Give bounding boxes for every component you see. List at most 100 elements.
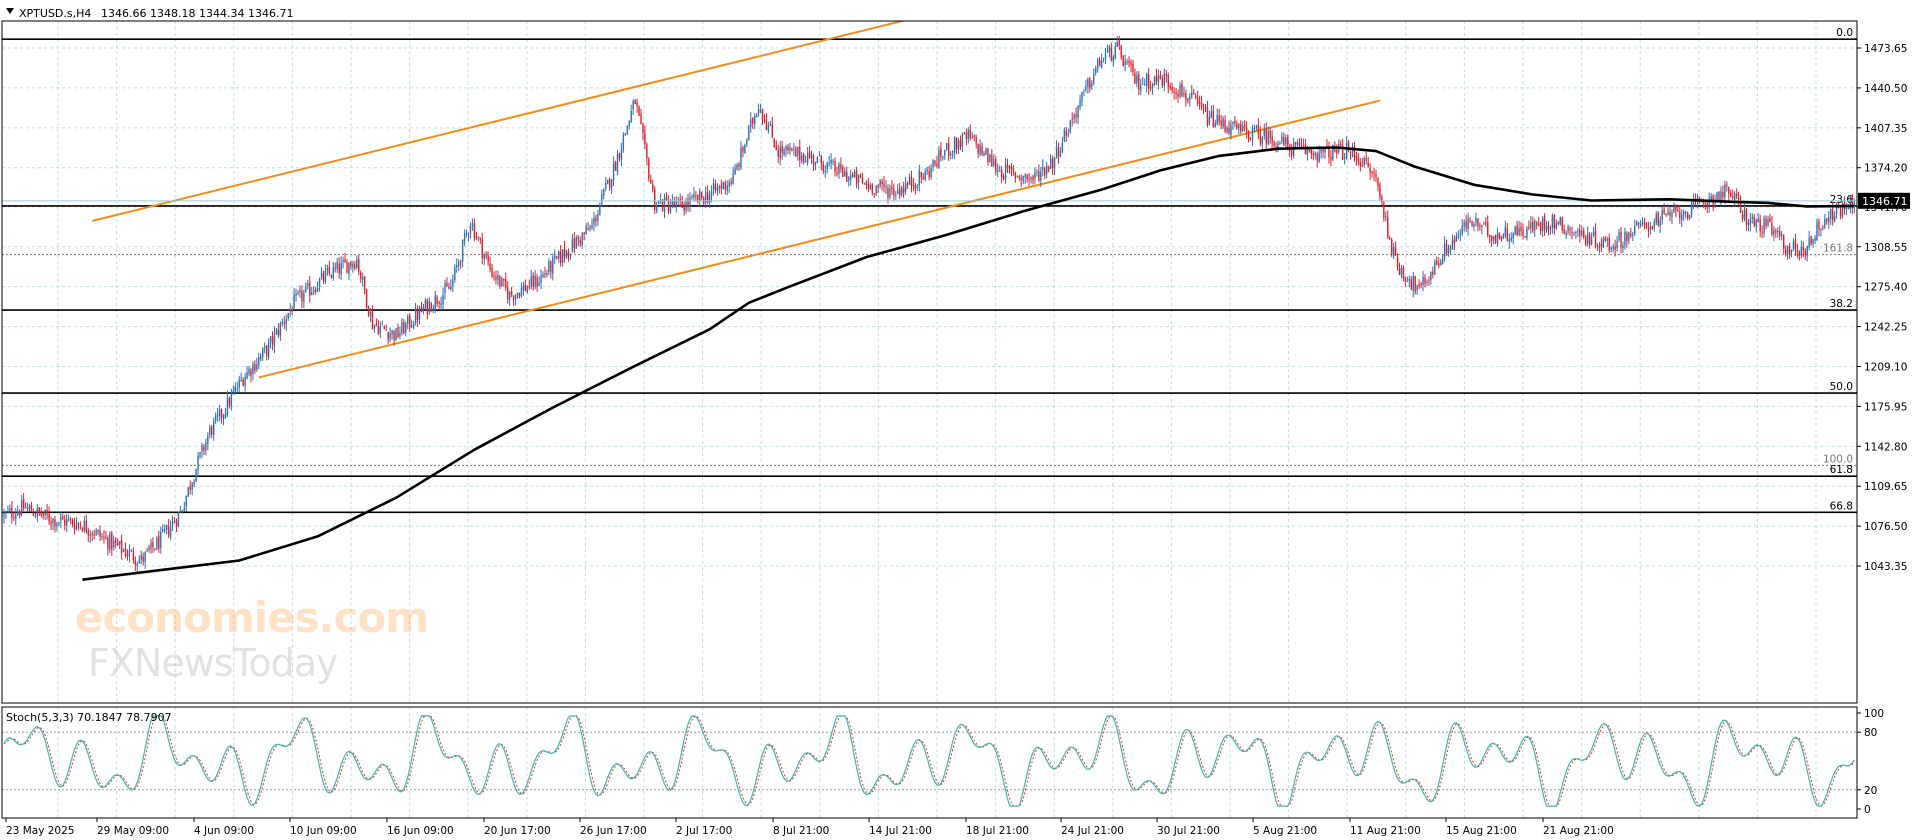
candle-body: [991, 155, 993, 167]
candle-body: [1279, 142, 1281, 144]
candle-body: [1418, 283, 1420, 286]
candle-body: [234, 386, 236, 393]
candle-body: [1196, 97, 1199, 104]
candle-body: [42, 513, 44, 516]
candle-body: [1144, 84, 1146, 86]
candle-body: [1594, 230, 1597, 248]
candle-body: [426, 299, 429, 314]
candle-body: [1059, 151, 1062, 156]
candle-body: [904, 183, 907, 192]
candle-body: [1220, 120, 1222, 126]
price-axis[interactable]: 1473.651440.501407.351374.201341.701308.…: [1857, 43, 1907, 573]
candle-body: [1138, 74, 1140, 90]
candle-body: [691, 196, 693, 199]
candle-body: [140, 555, 142, 560]
candle-body: [1028, 178, 1030, 180]
channel-upper-line[interactable]: [91, 16, 921, 222]
candle-body: [1394, 247, 1397, 256]
candle-body: [263, 346, 266, 348]
x-tick-label: 2 Jul 17:00: [676, 825, 732, 837]
candle-body: [1102, 58, 1105, 60]
candle-body: [673, 202, 676, 206]
candle-body: [265, 345, 268, 356]
candle-body: [232, 390, 235, 393]
candle-body: [158, 536, 160, 549]
candle-body: [91, 533, 93, 535]
candle-body: [1630, 233, 1632, 237]
candle-body: [1100, 60, 1103, 68]
stoch-tick-label: 80: [1864, 727, 1877, 739]
candle-body: [279, 323, 282, 337]
current-price-label: 1346.71: [1858, 192, 1910, 209]
candle-body: [324, 271, 327, 283]
candle-body: [193, 481, 195, 485]
candle-body: [708, 195, 711, 204]
candle-body: [1240, 123, 1242, 132]
x-tick-label: 8 Jul 21:00: [773, 825, 829, 837]
candle-body: [1635, 222, 1638, 226]
candle-body: [1310, 149, 1313, 154]
candle-body: [1841, 203, 1844, 217]
candle-body: [1628, 232, 1630, 241]
channel-lower-line[interactable]: [258, 99, 1381, 379]
candle-body: [877, 186, 879, 188]
candle-body: [556, 256, 558, 258]
candle-body: [1661, 210, 1663, 220]
y-tick-label: 1043.35: [1864, 561, 1907, 573]
candle-body: [1314, 152, 1316, 156]
candle-body: [1716, 192, 1718, 201]
candle-body: [1275, 147, 1277, 149]
candle-body: [1796, 250, 1799, 253]
candle-body: [1169, 85, 1171, 89]
candle-body: [322, 273, 325, 282]
stoch-axis[interactable]: 100 80 20 0: [1857, 708, 1884, 816]
candle-body: [60, 517, 62, 521]
candle-body: [1490, 235, 1493, 242]
candle-body: [1532, 221, 1534, 232]
candle-body: [1185, 93, 1187, 100]
candle-body: [1396, 256, 1399, 267]
trend-channel[interactable]: [91, 16, 1381, 379]
candle-body: [1614, 246, 1616, 250]
candle-body: [1387, 217, 1389, 238]
candle-body: [213, 420, 215, 435]
candle-body: [1637, 223, 1640, 225]
candle-body: [859, 176, 862, 178]
candle-body: [489, 263, 491, 270]
candle-body: [1518, 228, 1520, 235]
candle-body: [1332, 144, 1334, 160]
candle-body: [900, 187, 903, 196]
candle-body: [11, 507, 13, 518]
candle-body: [52, 518, 54, 524]
candle-body: [1822, 227, 1824, 229]
candle-body: [32, 513, 35, 516]
candle-body: [1112, 56, 1115, 62]
candle-body: [1377, 178, 1379, 187]
candle-body: [914, 185, 917, 189]
candle-body: [18, 512, 21, 515]
candle-body: [1171, 86, 1173, 91]
candle-body: [1283, 137, 1285, 146]
candle-body: [1269, 131, 1271, 138]
candle-body: [430, 303, 432, 311]
candle-body: [1357, 157, 1360, 162]
candle-body: [563, 247, 566, 257]
candle-body: [473, 223, 476, 238]
candle-body: [944, 149, 946, 156]
candle-body: [538, 282, 540, 286]
fibonacci-levels[interactable]: [2, 38, 1857, 514]
candle-body: [1116, 42, 1118, 47]
candle-body: [320, 272, 323, 278]
candle-body: [979, 144, 981, 154]
candle-body: [1438, 263, 1440, 266]
candle-body: [746, 139, 748, 144]
candle-body: [1565, 232, 1567, 236]
candle-body: [118, 541, 121, 545]
time-axis[interactable]: 23 May 2025 29 May 09:00 4 Jun 09:00 10 Jun…: [5, 818, 1614, 837]
candle-body: [612, 162, 615, 181]
candle-body: [1830, 209, 1832, 219]
candle-body: [103, 536, 105, 538]
candle-body: [1261, 137, 1264, 144]
candle-body: [122, 549, 125, 552]
